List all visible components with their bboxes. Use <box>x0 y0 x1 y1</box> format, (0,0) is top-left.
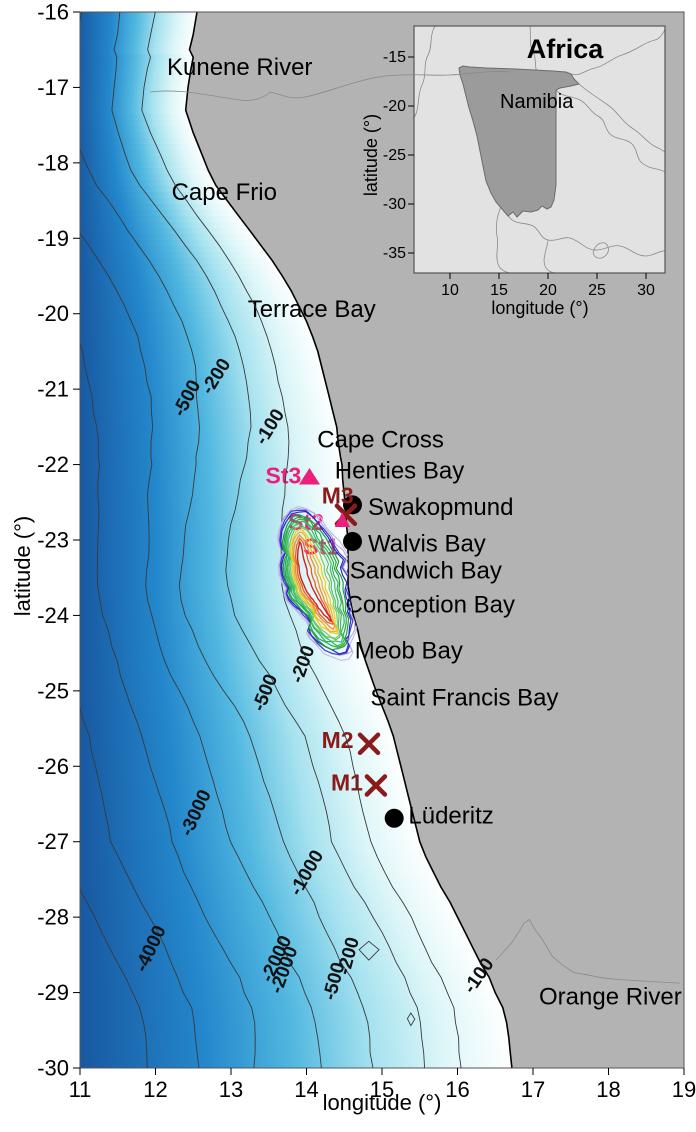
svg-text:Henties Bay: Henties Bay <box>335 458 464 485</box>
svg-text:25: 25 <box>588 282 606 299</box>
svg-text:11: 11 <box>69 1077 92 1102</box>
svg-text:latitude (°): latitude (°) <box>10 516 35 617</box>
svg-text:-25: -25 <box>37 678 69 703</box>
svg-text:-35: -35 <box>383 245 406 262</box>
svg-text:-29: -29 <box>37 980 69 1005</box>
svg-text:Saint Francis Bay: Saint Francis Bay <box>370 685 558 712</box>
svg-text:18: 18 <box>596 1077 620 1102</box>
svg-text:Kunene River: Kunene River <box>167 54 312 81</box>
svg-text:10: 10 <box>441 282 459 299</box>
svg-text:Namibia: Namibia <box>500 91 574 113</box>
svg-text:longitude (°): longitude (°) <box>491 298 588 318</box>
svg-text:-24: -24 <box>37 603 69 628</box>
svg-text:12: 12 <box>143 1077 167 1102</box>
svg-text:-30: -30 <box>37 1056 69 1081</box>
svg-text:longitude (°): longitude (°) <box>323 1090 442 1115</box>
svg-text:-26: -26 <box>37 754 69 779</box>
svg-text:Swakopmund: Swakopmund <box>368 494 513 521</box>
svg-text:-20: -20 <box>383 98 406 115</box>
svg-text:Meob Bay: Meob Bay <box>355 638 463 665</box>
svg-text:17: 17 <box>521 1077 545 1102</box>
svg-text:Walvis Bay: Walvis Bay <box>368 531 486 558</box>
svg-text:13: 13 <box>219 1077 243 1102</box>
svg-text:-25: -25 <box>383 147 406 164</box>
svg-text:-20: -20 <box>37 301 69 326</box>
svg-text:Conception Bay: Conception Bay <box>346 592 515 619</box>
svg-text:-30: -30 <box>383 196 406 213</box>
svg-text:latitude (°): latitude (°) <box>361 114 381 196</box>
svg-text:M2: M2 <box>322 727 354 753</box>
svg-text:Terrace Bay: Terrace Bay <box>248 296 376 323</box>
svg-text:-21: -21 <box>37 377 69 402</box>
svg-text:-23: -23 <box>37 528 69 553</box>
svg-text:16: 16 <box>445 1077 469 1102</box>
svg-text:-16: -16 <box>37 0 69 25</box>
svg-text:-19: -19 <box>37 226 69 251</box>
svg-text:19: 19 <box>672 1077 696 1102</box>
svg-text:-28: -28 <box>37 905 69 930</box>
svg-text:30: 30 <box>637 282 655 299</box>
svg-text:15: 15 <box>490 282 508 299</box>
svg-text:Cape Cross: Cape Cross <box>317 427 444 454</box>
svg-text:Sandwich Bay: Sandwich Bay <box>350 558 502 585</box>
svg-text:-18: -18 <box>37 150 69 175</box>
svg-text:-17: -17 <box>37 75 69 100</box>
svg-text:-27: -27 <box>37 829 69 854</box>
svg-text:St3: St3 <box>266 462 302 488</box>
svg-text:Lüderitz: Lüderitz <box>408 803 493 830</box>
svg-text:-15: -15 <box>383 49 406 66</box>
svg-text:Africa: Africa <box>527 34 605 64</box>
svg-text:14: 14 <box>294 1077 318 1102</box>
svg-text:Orange River: Orange River <box>539 984 682 1011</box>
svg-text:-22: -22 <box>37 452 69 477</box>
svg-text:20: 20 <box>539 282 557 299</box>
